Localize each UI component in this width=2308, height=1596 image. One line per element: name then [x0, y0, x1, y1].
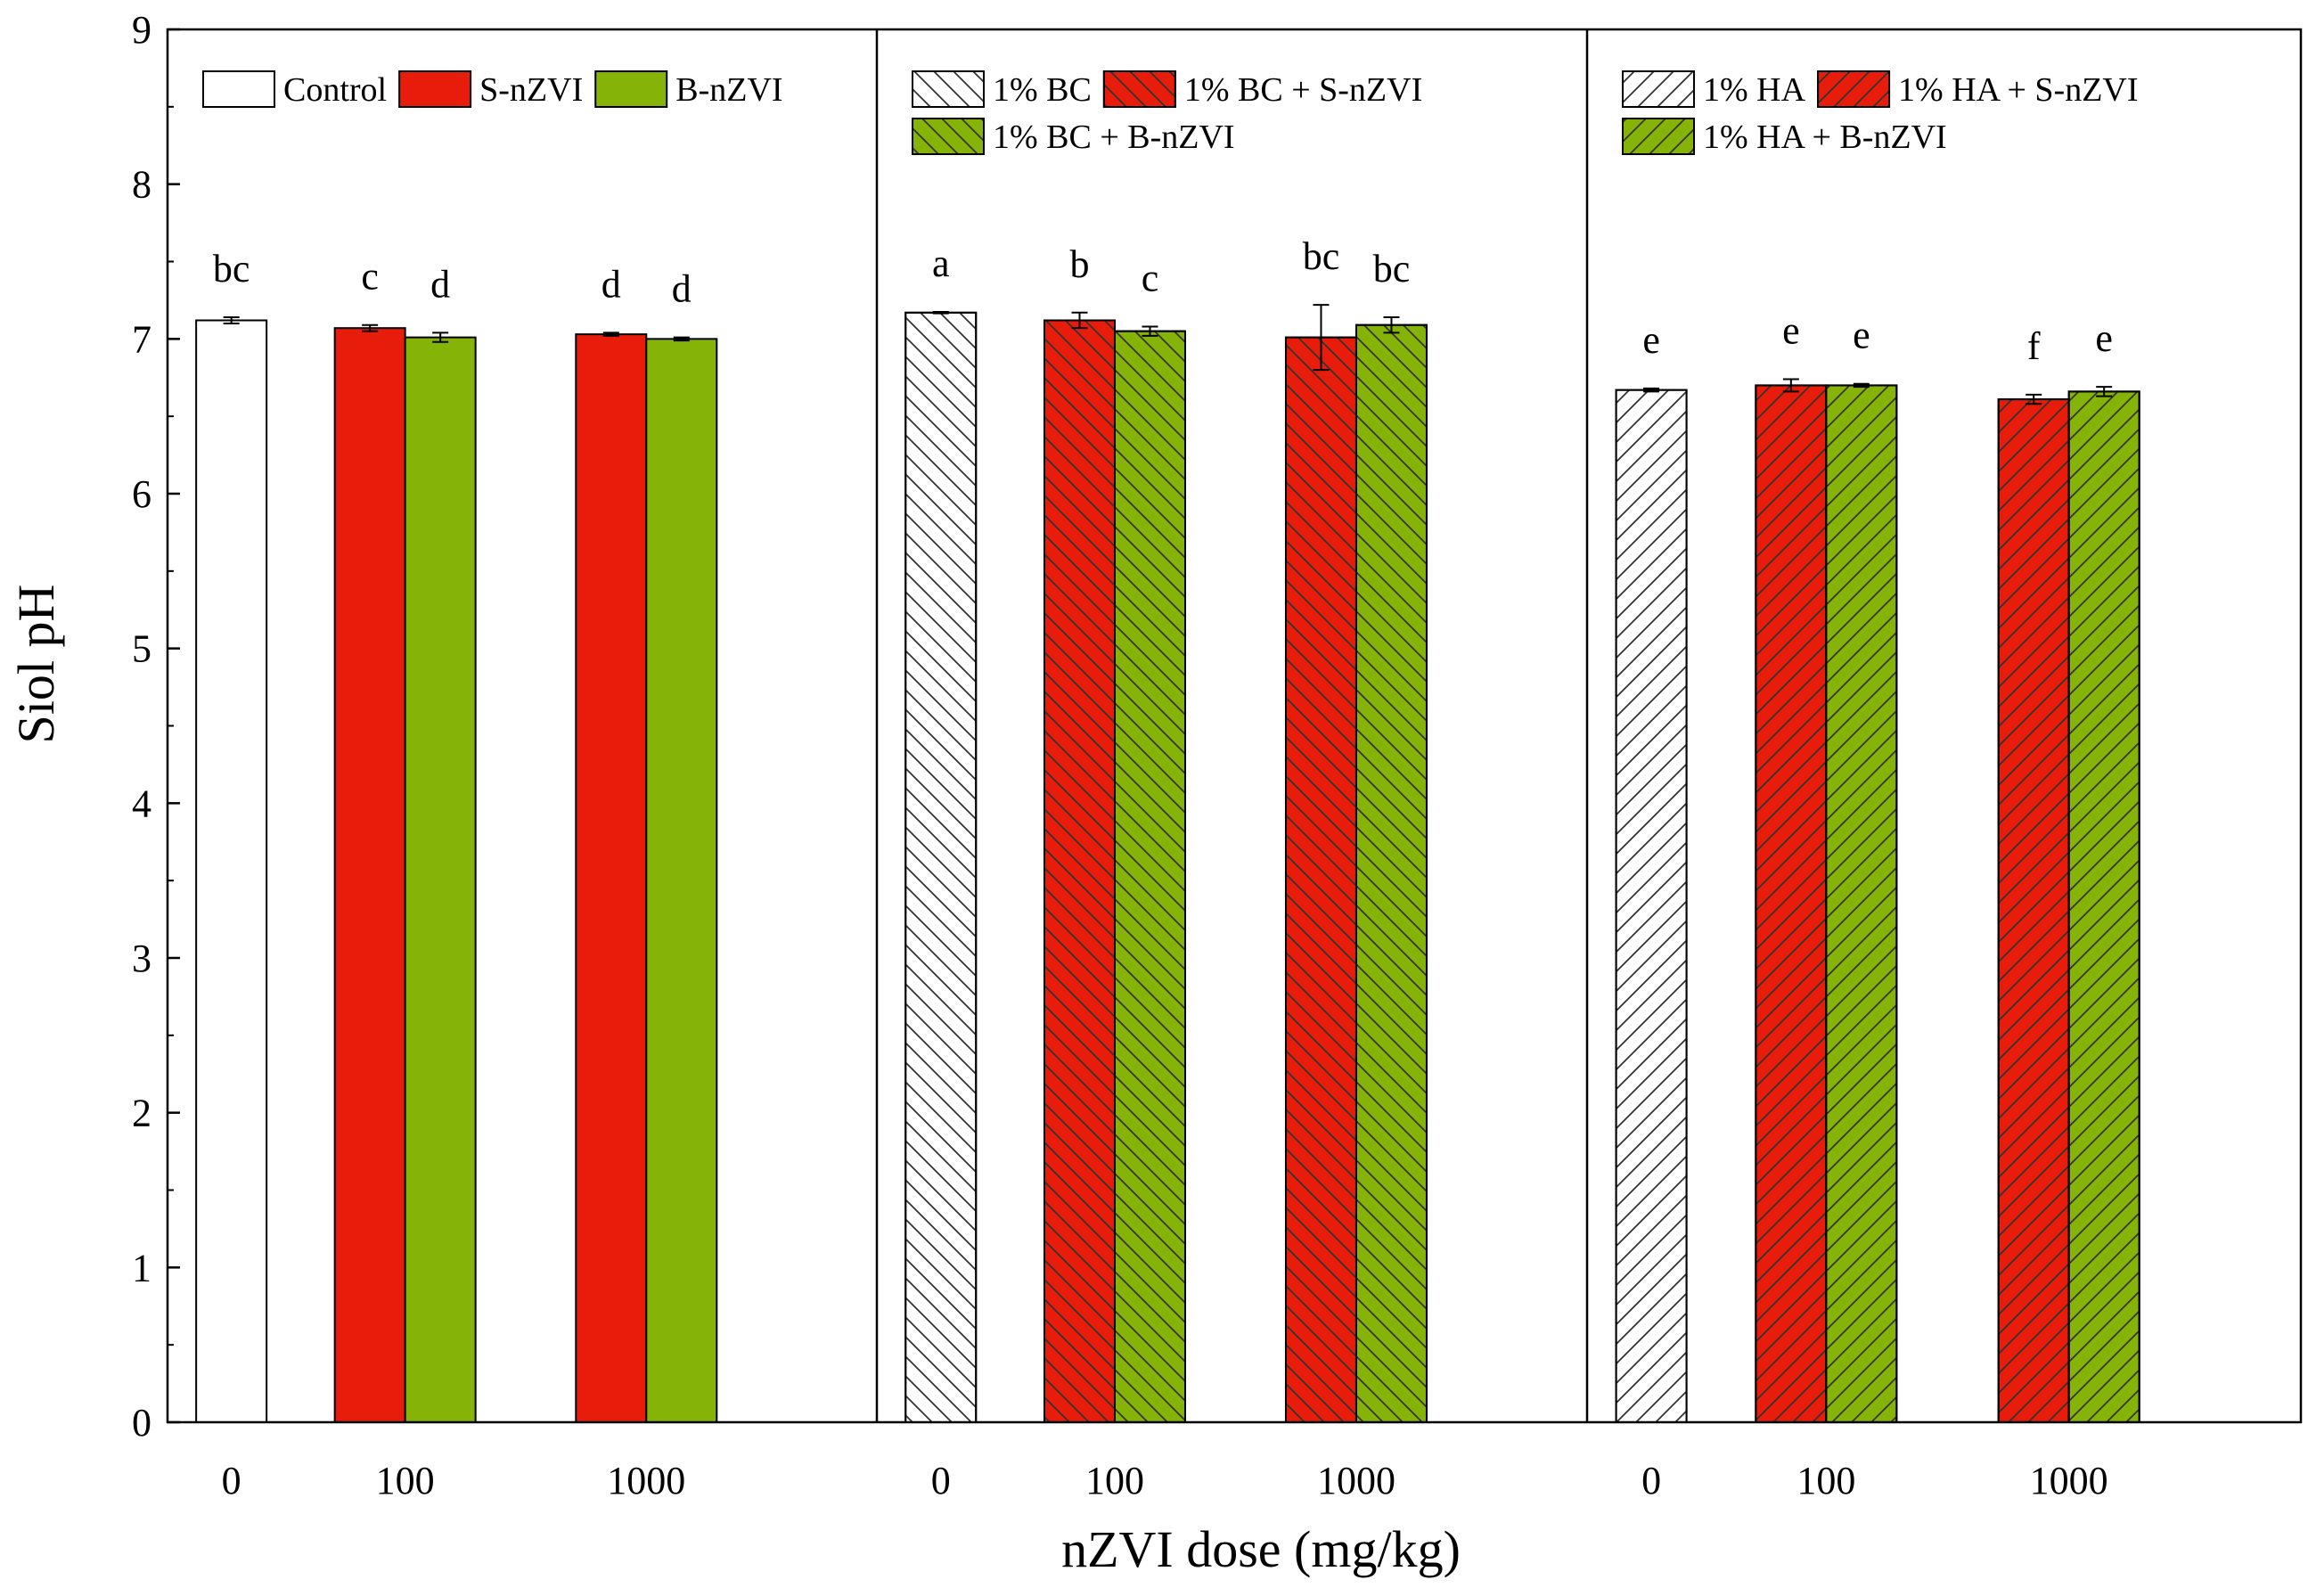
error-bar-biochar-100-2: [1142, 325, 1158, 337]
error-bar-humic-acid-0-0: [1643, 387, 1660, 393]
x-tick-label-biochar-100: 100: [1085, 1459, 1144, 1502]
bar-hatch-biochar-1000-4: [1355, 323, 1428, 1423]
significance-letter-humic-acid-100-2: e: [1853, 314, 1870, 357]
y-tick-label-5: 5: [132, 627, 151, 671]
error-bar-humic-acid-1000-3: [2026, 393, 2042, 405]
y-tick-label-0: 0: [132, 1401, 151, 1445]
bar-no-amendment-0-0: [195, 319, 268, 1424]
x-tick-label-humic-acid-0: 0: [1641, 1459, 1661, 1502]
x-axis-title: nZVI dose (mg/kg): [1061, 1520, 1461, 1578]
error-bar-no-amendment-1000-3: [602, 331, 619, 337]
error-bar-biochar-1000-4: [1383, 316, 1400, 334]
significance-letter-biochar-100-2: c: [1142, 256, 1159, 299]
bar-no-amendment-100-1: [333, 327, 406, 1424]
plot-frame: [166, 28, 2303, 1424]
bars-layer: [195, 311, 2140, 1424]
legend-label-humic-acid-2: 1% HA + B-nZVI: [1703, 119, 1947, 156]
significance-letters-layer: bc c d d da b c bc bce e e f e: [213, 234, 2113, 368]
legend-swatch-hatch-biochar-0: [912, 70, 985, 108]
significance-letter-no-amendment-100-2: d: [430, 262, 450, 306]
legend-label-no-amendment-1: S-nZVI: [479, 71, 583, 109]
legend-swatch-no-amendment-1: [398, 70, 472, 108]
legend-label-humic-acid-0: 1% HA: [1703, 71, 1806, 109]
legend-label-no-amendment-0: Control: [283, 71, 387, 109]
legend-swatch-no-amendment-2: [594, 70, 668, 108]
significance-letter-no-amendment-100-1: c: [361, 255, 379, 299]
significance-letter-humic-acid-0-0: e: [1642, 318, 1660, 362]
bar-hatch-humic-acid-1000-4: [2067, 390, 2140, 1423]
legend-label-biochar-1: 1% BC + S-nZVI: [1184, 71, 1422, 109]
y-tick-label-2: 2: [132, 1092, 151, 1135]
legends-layer: Control S-nZVI B-nZVI 1% BC 1% BC + S-nZVI 1%…: [202, 70, 2139, 156]
legend-swatch-no-amendment-0: [202, 70, 275, 108]
significance-letter-no-amendment-0-0: bc: [213, 247, 250, 291]
bar-hatch-biochar-0-0: [904, 311, 978, 1423]
x-tick-label-biochar-0: 0: [931, 1459, 951, 1502]
error-bar-humic-acid-1000-4: [2096, 386, 2113, 397]
error-bar-biochar-1000-3: [1313, 304, 1330, 372]
error-bar-no-amendment-0-0: [223, 316, 240, 324]
error-bar-humic-acid-100-2: [1853, 382, 1870, 389]
bar-no-amendment-1000-3: [575, 333, 648, 1424]
error-bar-no-amendment-100-2: [432, 331, 449, 343]
legend-swatch-hatch-biochar-1: [1102, 70, 1176, 108]
significance-letter-biochar-0-0: a: [932, 241, 950, 285]
bar-hatch-biochar-100-2: [1113, 330, 1186, 1423]
significance-letter-biochar-1000-3: bc: [1303, 234, 1340, 278]
bar-hatch-biochar-1000-3: [1284, 336, 1357, 1423]
y-tick-label-4: 4: [132, 782, 151, 825]
error-bar-humic-acid-100-1: [1782, 378, 1799, 393]
bar-hatch-humic-acid-0-0: [1615, 389, 1688, 1424]
y-tick-label-7: 7: [132, 317, 151, 361]
legend-label-humic-acid-1: 1% HA + S-nZVI: [1898, 71, 2138, 109]
x-tick-label-humic-acid-1000: 1000: [2030, 1459, 2108, 1502]
significance-letter-no-amendment-1000-4: d: [672, 267, 692, 311]
legend-swatch-hatch-humic-acid-2: [1622, 118, 1695, 155]
significance-letter-biochar-1000-4: bc: [1373, 247, 1411, 291]
error-bar-biochar-0-0: [932, 310, 949, 315]
x-tick-label-biochar-1000: 1000: [1317, 1459, 1395, 1502]
bar-hatch-humic-acid-100-1: [1755, 384, 1828, 1423]
legend-label-no-amendment-2: B-nZVI: [675, 71, 782, 109]
significance-letter-biochar-100-1: b: [1069, 242, 1089, 286]
legend-label-biochar-2: 1% BC + B-nZVI: [993, 119, 1235, 156]
significance-letter-no-amendment-1000-3: d: [602, 262, 621, 306]
error-bars-layer: [223, 304, 2113, 405]
error-bar-no-amendment-100-1: [362, 323, 379, 332]
significance-letter-humic-acid-1000-3: f: [2027, 324, 2041, 368]
axes-layer: 0 100 1000 0 100 1000 0 100 1000 0 1 2 3 4 5 6 7 8 9: [132, 8, 2303, 1502]
y-axis-title: Siol pH: [7, 585, 65, 744]
significance-letter-humic-acid-100-1: e: [1782, 308, 1800, 352]
x-tick-label-humic-acid-100: 100: [1796, 1459, 1855, 1502]
bar-hatch-humic-acid-100-2: [1825, 384, 1898, 1423]
y-tick-label-1: 1: [132, 1246, 151, 1289]
bar-hatch-humic-acid-1000-3: [1997, 398, 2070, 1423]
y-tick-label-3: 3: [132, 937, 151, 980]
y-tick-label-8: 8: [132, 163, 151, 207]
bar-no-amendment-1000-4: [645, 338, 718, 1423]
bar-hatch-biochar-100-1: [1043, 319, 1116, 1424]
x-tick-label-no-amendment-1000: 1000: [607, 1459, 685, 1502]
legend-label-biochar-0: 1% BC: [993, 71, 1092, 109]
y-tick-label-9: 9: [132, 8, 151, 52]
error-bar-no-amendment-1000-4: [673, 336, 690, 342]
legend-swatch-hatch-humic-acid-1: [1817, 70, 1891, 108]
legend-swatch-hatch-biochar-2: [912, 118, 985, 155]
x-tick-label-no-amendment-0: 0: [222, 1459, 241, 1502]
x-tick-label-no-amendment-100: 100: [376, 1459, 435, 1502]
error-bar-biochar-100-1: [1071, 311, 1088, 330]
y-tick-label-6: 6: [132, 472, 151, 516]
legend-swatch-hatch-humic-acid-0: [1622, 70, 1695, 108]
bar-no-amendment-100-2: [404, 336, 477, 1423]
significance-letter-humic-acid-1000-4: e: [2095, 316, 2113, 360]
